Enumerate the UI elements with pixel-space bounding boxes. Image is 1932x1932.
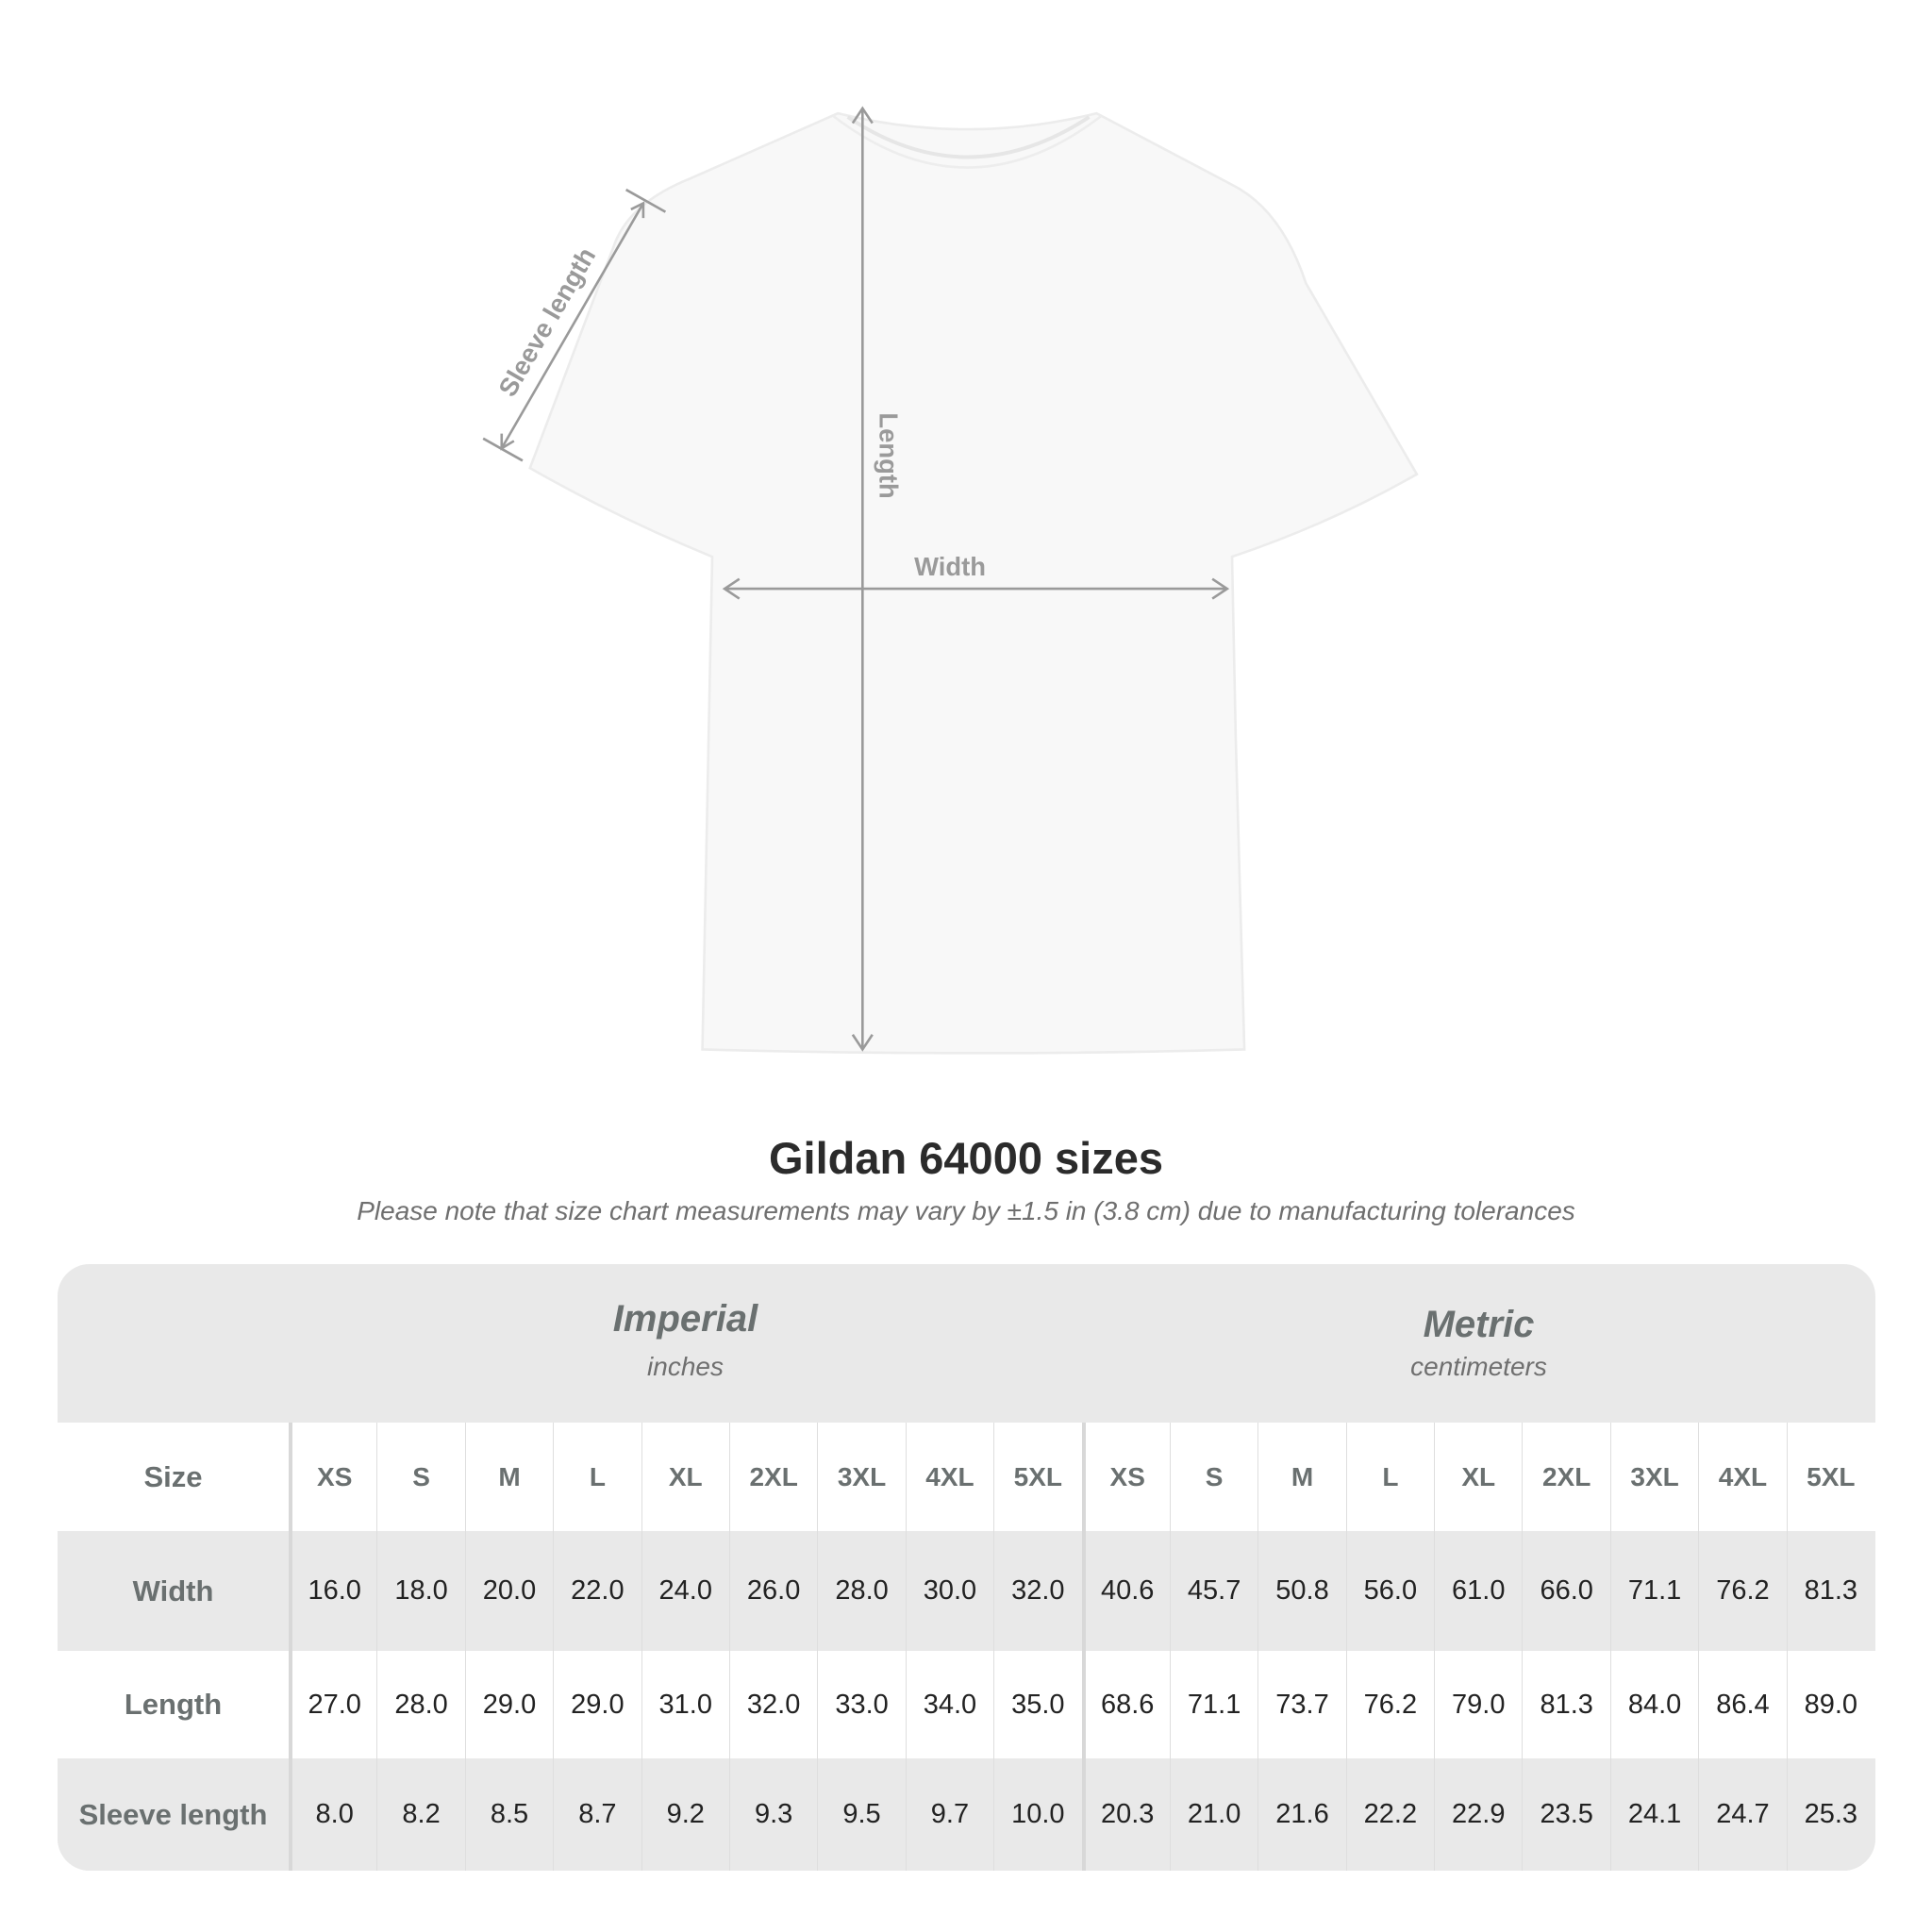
value-cell: 50.8 [1257,1531,1345,1651]
value-cell: 81.3 [1786,1531,1874,1651]
size-header-cell: XL [641,1423,729,1531]
value-cell: 35.0 [993,1651,1081,1758]
value-cell: 8.0 [289,1758,376,1871]
metric-unit: centimeters [1410,1352,1547,1381]
value-cell: 28.0 [376,1651,464,1758]
value-cell: 76.2 [1698,1531,1786,1651]
imperial-unit: inches [647,1352,724,1381]
value-cell: 8.7 [553,1758,641,1871]
size-label: Size [143,1459,203,1493]
size-header-cell: 2XL [728,1423,817,1531]
value-cell: 61.0 [1434,1531,1522,1651]
size-header-cell: 4XL [905,1423,993,1531]
value-cell: 20.3 [1081,1758,1170,1871]
size-header-cell: 5XL [1786,1423,1874,1531]
tshirt-shape [528,111,1419,1055]
value-cell: 32.0 [728,1651,817,1758]
value-cell: 71.1 [1609,1531,1698,1651]
size-header-cell: XS [289,1423,376,1531]
size-table: Imperial inches Metric centimeters Size … [58,1264,1875,1871]
value-cell: 79.0 [1434,1651,1522,1758]
value-cell: 89.0 [1786,1651,1874,1758]
size-header-cell: M [464,1423,553,1531]
value-cell: 33.0 [817,1651,905,1758]
value-cell: 68.6 [1081,1651,1170,1758]
value-cell: 30.0 [905,1531,993,1651]
imperial-header: Imperial inches [289,1264,1082,1423]
value-cell: 21.6 [1257,1758,1345,1871]
table-row: Length 27.0 28.0 29.0 29.0 31.0 32.0 33.0 34.0 35… [58,1651,1875,1758]
value-cell: 24.0 [641,1531,729,1651]
size-header-cell: 2XL [1522,1423,1609,1531]
value-cell: 16.0 [289,1531,376,1651]
value-cell: 18.0 [376,1531,464,1651]
row-label: Length [124,1688,223,1721]
page-title: Gildan 64000 sizes [768,1133,1164,1183]
size-header-cell: 5XL [993,1423,1081,1531]
size-header-cell: 3XL [1609,1423,1698,1531]
metric-header: Metric centimeters [1082,1264,1875,1423]
value-cell: 32.0 [993,1531,1081,1651]
row-label: Width [132,1574,214,1607]
value-cell: 28.0 [817,1531,905,1651]
row-label: Sleeve length [78,1797,268,1831]
value-cell: 9.7 [905,1758,993,1871]
size-header-cell: XL [1434,1423,1522,1531]
length-label: Length [874,412,904,498]
value-cell: 29.0 [553,1651,641,1758]
value-cell: 24.7 [1698,1758,1786,1871]
size-header-cell: 4XL [1698,1423,1786,1531]
value-cell: 25.3 [1786,1758,1874,1871]
width-label: Width [914,552,986,581]
collar [846,115,1091,159]
value-cell: 86.4 [1698,1651,1786,1758]
value-cell: 29.0 [464,1651,553,1758]
value-cell: 81.3 [1522,1651,1609,1758]
table-row: Width 16.0 18.0 20.0 22.0 24.0 26.0 28.0 30.0 32.… [58,1531,1875,1651]
size-header-cell: L [553,1423,641,1531]
value-cell: 8.2 [376,1758,464,1871]
value-cell: 84.0 [1609,1651,1698,1758]
size-header-cell: L [1345,1423,1434,1531]
value-cell: 71.1 [1169,1651,1257,1758]
value-cell: 45.7 [1169,1531,1257,1651]
tolerance-note: Please note that size chart measurements… [357,1196,1575,1225]
value-cell: 73.7 [1257,1651,1345,1758]
value-cell: 26.0 [728,1531,817,1651]
value-cell: 21.0 [1169,1758,1257,1871]
size-header-cell: M [1257,1423,1345,1531]
value-cell: 76.2 [1345,1651,1434,1758]
value-cell: 40.6 [1081,1531,1170,1651]
value-cell: 8.5 [464,1758,553,1871]
value-cell: 9.3 [728,1758,817,1871]
sleeve-arrow [500,202,645,449]
size-header-cell: 3XL [817,1423,905,1531]
value-cell: 23.5 [1522,1758,1609,1871]
value-cell: 9.2 [641,1758,729,1871]
value-cell: 22.2 [1345,1758,1434,1871]
value-cell: 22.9 [1434,1758,1522,1871]
value-cell: 10.0 [993,1758,1081,1871]
tshirt-diagram: Length Width Sleeve length [482,106,1419,1055]
value-cell: 56.0 [1345,1531,1434,1651]
size-header-row: Size XS S M L XL 2XL 3XL 4XL 5XL XS S M L XL 2XL 3XL 4XL… [58,1423,1875,1531]
size-header-cell: S [376,1423,464,1531]
size-header-cell: S [1169,1423,1257,1531]
value-cell: 22.0 [553,1531,641,1651]
imperial-title: Imperial [612,1298,758,1340]
size-header-cell: XS [1081,1423,1170,1531]
table-row: Sleeve length 8.0 8.2 8.5 8.7 9.2 9.3 9.5 9.7 10.… [58,1758,1875,1871]
value-cell: 24.1 [1609,1758,1698,1871]
value-cell: 27.0 [289,1651,376,1758]
value-cell: 9.5 [817,1758,905,1871]
value-cell: 20.0 [464,1531,553,1651]
value-cell: 66.0 [1522,1531,1609,1651]
value-cell: 31.0 [641,1651,729,1758]
value-cell: 34.0 [905,1651,993,1758]
metric-title: Metric [1423,1304,1535,1345]
